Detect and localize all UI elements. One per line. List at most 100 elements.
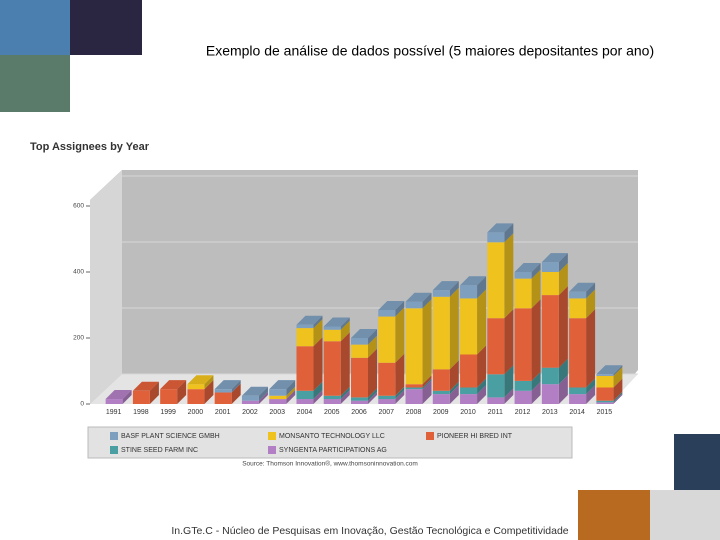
bar-side	[286, 386, 296, 400]
bar	[351, 400, 368, 404]
bar-side	[368, 388, 377, 401]
bar	[432, 390, 450, 395]
bar-side	[395, 307, 405, 363]
bar-side	[422, 292, 432, 309]
legend-label: BASF PLANT SCIENCE GMBH	[121, 433, 220, 440]
y-tick-label: 0	[80, 401, 84, 408]
bar-side	[395, 390, 405, 404]
bar	[569, 291, 587, 299]
x-tick-label: 2015	[597, 409, 613, 416]
bar	[541, 295, 559, 368]
bar	[405, 384, 423, 388]
bar-side	[286, 390, 296, 404]
bar-side	[558, 286, 568, 368]
bar	[487, 232, 505, 243]
bar-side	[531, 381, 541, 404]
bar-side	[477, 289, 487, 355]
bar-side	[504, 223, 514, 243]
x-tick-label: 2002	[242, 409, 258, 416]
bar-top	[296, 315, 323, 325]
bar	[405, 308, 423, 385]
bar	[596, 387, 614, 401]
legend-label: MONSANTO TECHNOLOGY LLC	[279, 433, 385, 440]
bar	[460, 285, 478, 299]
bar	[132, 390, 150, 404]
bar	[214, 392, 232, 404]
bar	[241, 395, 259, 401]
bar	[514, 308, 532, 381]
bar-top	[541, 253, 568, 263]
bar-side	[313, 319, 323, 347]
bar-side	[422, 375, 432, 388]
x-tick-label: 2013	[542, 409, 558, 416]
bar	[378, 316, 396, 363]
x-tick-label: 2012	[515, 409, 531, 416]
bar	[432, 296, 450, 370]
bar-side	[422, 299, 432, 385]
bar-top	[241, 386, 268, 396]
legend-swatch	[110, 432, 118, 440]
x-tick-label: 2003	[269, 409, 285, 416]
bar	[405, 301, 423, 309]
bar-side	[504, 233, 514, 319]
bar-side	[422, 378, 432, 390]
bar-side	[149, 381, 159, 404]
side-wall	[90, 170, 122, 404]
bar-top	[405, 292, 432, 302]
bar-side	[504, 309, 514, 375]
bar-side	[613, 378, 623, 401]
bar	[514, 390, 532, 404]
bar-top	[514, 263, 541, 272]
bar-side	[586, 289, 596, 319]
legend-swatch	[426, 432, 434, 440]
bar-side	[558, 358, 568, 385]
x-tick-label: 2010	[460, 409, 476, 416]
bar-top	[351, 329, 377, 338]
bar-side	[368, 348, 377, 398]
bar-top	[269, 380, 296, 390]
bar	[323, 326, 341, 330]
bar	[378, 309, 396, 317]
bar	[596, 375, 614, 388]
footer: In.GTe.C - Núcleo de Pesquisas em Inovaç…	[171, 525, 568, 537]
bar	[378, 362, 396, 396]
legend-swatch	[110, 446, 118, 454]
photo	[70, 0, 142, 55]
bar-side	[449, 381, 459, 395]
x-tick-label: 1998	[133, 409, 149, 416]
x-tick-label: 2006	[351, 409, 367, 416]
bar-side	[477, 276, 487, 299]
bar-side	[477, 378, 487, 395]
bar-side	[204, 380, 214, 404]
bar-side	[531, 269, 541, 309]
bar	[514, 380, 532, 391]
bar	[296, 399, 314, 404]
bar	[514, 272, 532, 279]
bar	[541, 262, 559, 272]
bar-side	[204, 375, 214, 390]
bar	[296, 328, 314, 347]
x-tick-label: 2000	[188, 409, 204, 416]
bar	[569, 298, 587, 319]
bar	[269, 395, 287, 400]
bar	[269, 389, 287, 396]
bar-side	[613, 391, 623, 403]
chart-title: Top Assignees by Year	[30, 141, 150, 153]
bar	[541, 384, 559, 404]
photo	[0, 55, 70, 112]
photo	[674, 434, 720, 490]
bar-side	[340, 320, 350, 342]
photo	[0, 0, 70, 55]
bar-side	[340, 317, 350, 330]
bar-top	[487, 223, 514, 233]
bar	[596, 374, 614, 376]
bar-side	[504, 365, 514, 398]
x-tick-label: 2001	[215, 409, 231, 416]
bar-side	[586, 309, 596, 388]
bar-side	[422, 380, 432, 404]
bar-top	[596, 365, 623, 375]
bar-side	[395, 300, 405, 317]
bar	[487, 397, 505, 404]
bar-side	[477, 385, 487, 404]
